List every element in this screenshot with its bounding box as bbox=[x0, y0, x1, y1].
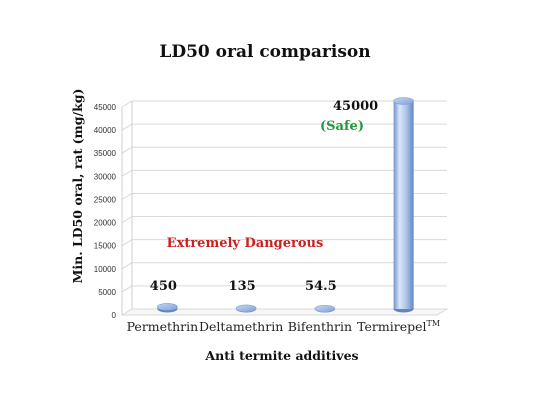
gridline-side bbox=[121, 262, 133, 270]
trademark-superscript: TM bbox=[427, 319, 441, 328]
y-tick-label: 10000 bbox=[94, 265, 117, 274]
gridline-side bbox=[121, 169, 133, 177]
bar-group bbox=[314, 304, 336, 313]
x-axis-categories: Permethrin Deltamethrin Bifenthrin Termirep… bbox=[127, 319, 440, 334]
y-tick-label: 45000 bbox=[94, 103, 117, 112]
bar-group bbox=[157, 303, 178, 313]
x-tick-label: Deltamethrin bbox=[199, 319, 283, 334]
y-tick-label: 5000 bbox=[98, 288, 116, 297]
y-axis-label: Min. LD50 oral, rat (mg/kg) bbox=[70, 89, 85, 284]
x-axis-label: Anti termite additives bbox=[204, 348, 358, 363]
bar-cap bbox=[157, 303, 178, 311]
bar-cap bbox=[393, 97, 414, 105]
bar-group bbox=[393, 97, 414, 313]
data-label: 54.5 bbox=[305, 279, 337, 294]
gridline-side bbox=[121, 100, 133, 108]
annotation-extremely-dangerous: Extremely Dangerous bbox=[167, 236, 324, 251]
y-tick-label: 0 bbox=[112, 311, 117, 320]
annotation-safe: (Safe) bbox=[320, 119, 364, 134]
y-tick-label: 15000 bbox=[94, 242, 117, 251]
chart-title: LD50 oral comparison bbox=[159, 42, 370, 62]
x-tick-label: Permethrin bbox=[127, 319, 199, 334]
gridline-side bbox=[121, 123, 133, 131]
y-axis-ticks: 0 5000 10000 15000 20000 25000 30000 35000 40000… bbox=[94, 103, 117, 320]
plot-floor bbox=[120, 308, 449, 316]
data-label: 135 bbox=[229, 279, 256, 294]
y-tick-label: 40000 bbox=[94, 126, 117, 135]
y-tick-label: 20000 bbox=[94, 219, 117, 228]
data-label: 450 bbox=[150, 279, 177, 294]
y-tick-label: 35000 bbox=[94, 149, 117, 158]
bar bbox=[393, 101, 414, 309]
x-tick-label: TermirepelTM bbox=[357, 319, 440, 334]
bar-group bbox=[235, 304, 257, 313]
gridline-side bbox=[121, 239, 133, 247]
bar-cap bbox=[314, 304, 336, 313]
bar-cap bbox=[235, 304, 257, 313]
gridline-side bbox=[121, 216, 133, 223]
gridline-side bbox=[121, 146, 133, 154]
y-tick-label: 25000 bbox=[94, 195, 117, 204]
x-tick-label: Bifenthrin bbox=[288, 319, 352, 334]
gridline-side bbox=[121, 285, 133, 293]
value-labels: 450 135 54.5 45000 bbox=[150, 99, 378, 294]
plot-frame bbox=[120, 101, 449, 316]
y-tick-label: 30000 bbox=[94, 172, 117, 181]
data-label: 45000 bbox=[333, 99, 378, 114]
bars bbox=[157, 97, 414, 313]
gridline-side bbox=[121, 193, 133, 200]
